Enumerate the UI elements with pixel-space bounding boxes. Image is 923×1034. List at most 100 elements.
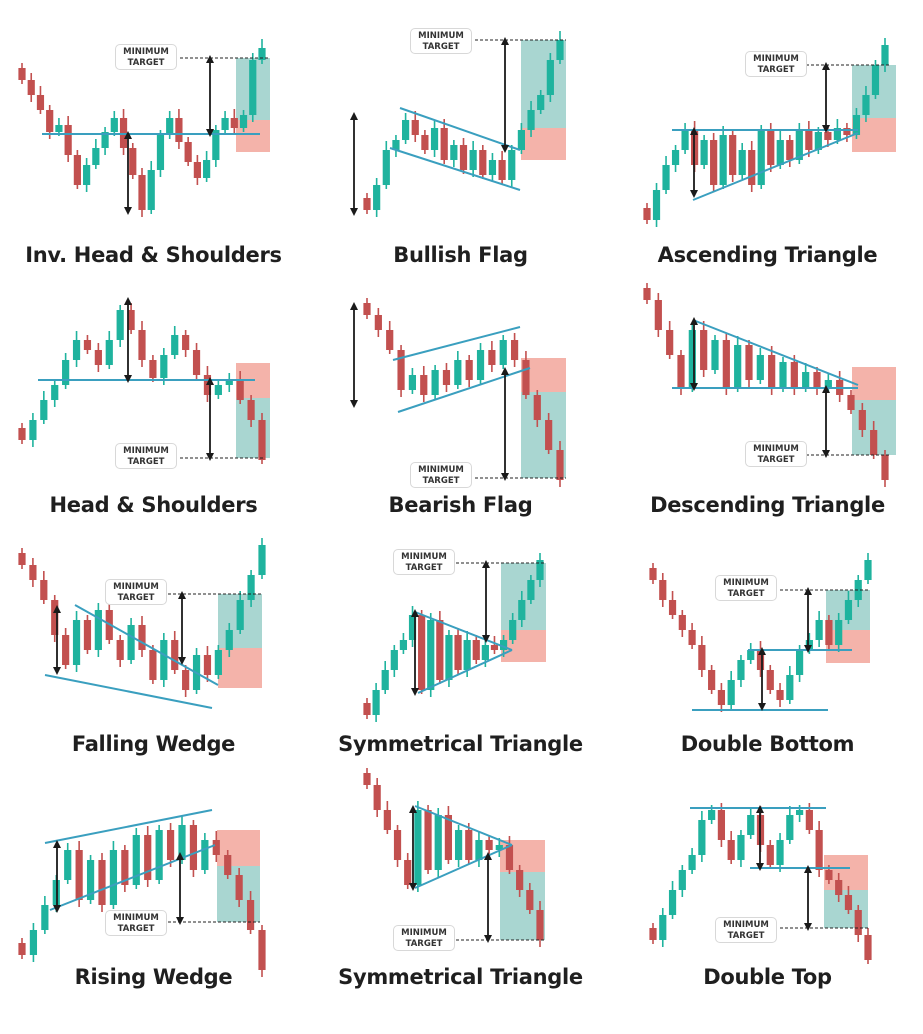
bearish-candle	[144, 835, 152, 880]
bullish-candle	[688, 855, 696, 870]
bullish-candle	[382, 150, 390, 185]
bullish-candle	[109, 850, 118, 905]
bearish-candle	[258, 420, 266, 460]
trend-line	[692, 319, 859, 386]
bearish-candle	[717, 690, 726, 705]
bullish-candle	[408, 375, 417, 390]
stop-zone	[852, 367, 896, 400]
bullish-candle	[833, 128, 841, 140]
bearish-candle	[230, 118, 238, 128]
bearish-candle	[182, 335, 190, 350]
minimum-target-label: MINIMUM TARGET	[105, 910, 167, 936]
pattern-title: Double Bottom	[680, 732, 855, 756]
bullish-candle	[864, 560, 872, 580]
bearish-candle	[247, 400, 255, 420]
bullish-candle	[662, 165, 670, 190]
bullish-candle	[372, 690, 380, 715]
bullish-candle	[110, 118, 118, 132]
bullish-candle	[236, 600, 244, 630]
bearish-candle	[522, 360, 530, 395]
pattern-title: Inv. Head & Shoulders	[25, 243, 282, 267]
bullish-candle	[475, 840, 483, 860]
bearish-candle	[212, 840, 220, 855]
bullish-candle	[427, 620, 435, 690]
pattern-title: Descending Triangle	[650, 493, 885, 517]
target-label-text: MINIMUM	[418, 465, 464, 475]
bearish-candle	[189, 825, 198, 870]
bullish-candle	[258, 545, 266, 575]
bullish-candle	[450, 145, 458, 160]
stop-zone	[501, 630, 546, 662]
bearish-candle	[459, 145, 468, 170]
bullish-candle	[814, 132, 822, 150]
bearish-candle	[768, 355, 776, 388]
bullish-candle	[711, 340, 719, 370]
bullish-candle	[671, 150, 680, 165]
bullish-candle	[805, 640, 813, 650]
bearish-candle	[659, 580, 667, 600]
bullish-candle	[499, 340, 507, 365]
bearish-candle	[64, 125, 72, 155]
bullish-candle	[678, 870, 686, 890]
bullish-candle	[132, 835, 140, 885]
bearish-candle	[171, 640, 179, 670]
bullish-candle	[51, 385, 59, 400]
bullish-candle	[62, 360, 70, 385]
bullish-candle	[786, 675, 794, 700]
bearish-candle	[420, 375, 428, 395]
bearish-candle	[235, 875, 243, 900]
bullish-candle	[786, 815, 794, 840]
bearish-candle	[224, 855, 232, 875]
bearish-candle	[825, 620, 833, 645]
bearish-candle	[373, 785, 381, 810]
bullish-candle	[652, 190, 661, 220]
bullish-candle	[756, 355, 764, 380]
bullish-candle	[698, 820, 706, 855]
trend-line	[389, 147, 521, 191]
target-label-text: TARGET	[405, 939, 443, 949]
bearish-candle	[776, 690, 784, 700]
bullish-candle	[668, 890, 677, 915]
target-label-text: TARGET	[757, 455, 795, 465]
bearish-candle	[843, 128, 851, 135]
bullish-candle	[92, 148, 100, 165]
bearish-candle	[700, 330, 708, 370]
bearish-candle	[488, 350, 496, 365]
bearish-candle	[418, 615, 426, 690]
bullish-candle	[160, 355, 168, 378]
target-label-text: MINIMUM	[723, 578, 769, 588]
bullish-candle	[802, 372, 810, 388]
bearish-candle	[498, 160, 506, 180]
bullish-candle	[258, 48, 266, 60]
bullish-candle	[127, 625, 135, 660]
bullish-candle	[795, 130, 803, 160]
bearish-candle	[727, 840, 735, 860]
bullish-candle	[94, 610, 102, 650]
bearish-candle	[745, 345, 753, 380]
stop-zone	[521, 128, 566, 160]
bearish-candle	[649, 928, 657, 940]
target-label-text: TARGET	[117, 593, 155, 603]
bearish-candle	[383, 810, 391, 830]
bullish-candle	[508, 150, 516, 180]
bullish-candle	[779, 362, 787, 388]
bullish-candle	[86, 860, 95, 900]
bearish-candle	[465, 360, 473, 380]
bullish-candle	[495, 845, 503, 850]
bearish-candle	[545, 420, 553, 450]
bullish-candle	[239, 115, 248, 128]
bearish-candle	[40, 580, 48, 600]
target-label-text: TARGET	[117, 924, 155, 934]
pattern-panel	[649, 553, 872, 712]
minimum-target-label: MINIMUM TARGET	[393, 925, 455, 951]
pattern-panel	[350, 298, 566, 487]
bullish-candle	[727, 680, 735, 705]
target-label-text: TARGET	[422, 476, 460, 486]
target-label-text: MINIMUM	[401, 552, 447, 562]
bearish-candle	[526, 890, 534, 910]
bullish-candle	[249, 60, 257, 115]
bearish-candle	[18, 943, 26, 955]
bearish-candle	[485, 840, 493, 850]
bearish-candle	[363, 773, 371, 785]
bullish-candle	[463, 640, 471, 670]
